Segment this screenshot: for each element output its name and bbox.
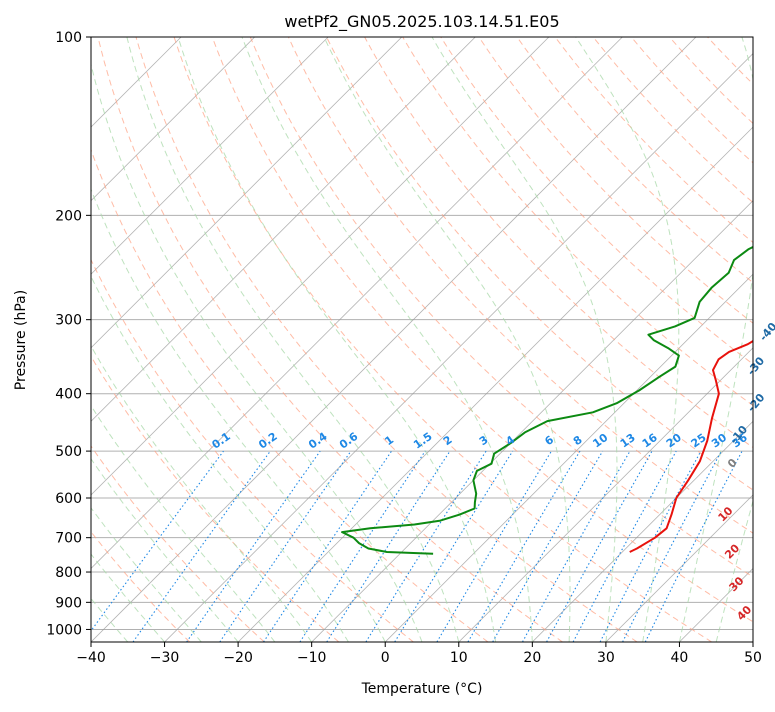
y-tick-label: 1000	[46, 622, 82, 638]
y-axis-label: Pressure (hPa)	[13, 290, 29, 390]
y-tick-label: 700	[55, 531, 82, 547]
chart-title: wetPf2_GN05.2025.103.14.51.E05	[284, 12, 559, 32]
x-tick-label: 40	[671, 650, 689, 666]
y-tick-label: 200	[55, 208, 82, 224]
x-tick-label: 10	[450, 650, 468, 666]
x-tick-label: 50	[744, 650, 762, 666]
y-tick-label: 300	[55, 313, 82, 329]
y-tick-label: 600	[55, 491, 82, 507]
x-axis-label: Temperature (°C)	[361, 681, 483, 697]
y-tick-label: 500	[55, 444, 82, 460]
x-tick-label: −30	[150, 650, 180, 666]
x-tick-label: −10	[297, 650, 327, 666]
x-tick-label: 0	[381, 650, 390, 666]
x-tick-label: 30	[597, 650, 615, 666]
y-tick-label: 800	[55, 565, 82, 581]
y-tick-label: 900	[55, 595, 82, 611]
y-tick-label: 400	[55, 387, 82, 403]
x-tick-label: −40	[76, 650, 106, 666]
x-tick-label: −20	[223, 650, 253, 666]
y-tick-label: 100	[55, 30, 82, 46]
x-tick-label: 20	[523, 650, 541, 666]
